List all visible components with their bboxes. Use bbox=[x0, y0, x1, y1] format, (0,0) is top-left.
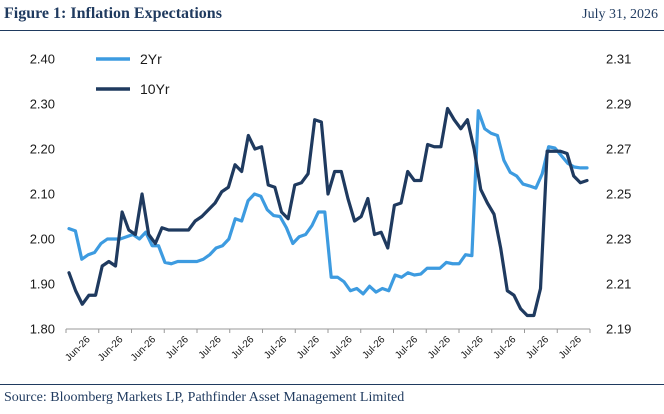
left-tick-label: 2.20 bbox=[30, 142, 55, 157]
right-tick-label: 2.27 bbox=[606, 142, 631, 157]
series-lines bbox=[67, 106, 589, 318]
report-date: July 31, 2026 bbox=[582, 7, 658, 22]
x-tick-label: Jul-26 bbox=[164, 334, 191, 361]
x-tick-label: Jul-26 bbox=[393, 334, 420, 361]
right-tick-label: 2.29 bbox=[606, 97, 631, 112]
header-rule bbox=[0, 30, 664, 31]
x-tick-label: Jul-26 bbox=[197, 334, 224, 361]
left-tick-label: 1.90 bbox=[30, 277, 55, 292]
x-tick-label: Jul-26 bbox=[491, 334, 518, 361]
right-tick-label: 2.23 bbox=[606, 232, 631, 247]
x-tick-label: Jun-26 bbox=[96, 334, 126, 364]
left-tick-label: 1.80 bbox=[30, 322, 55, 337]
x-tick-label: Jul-26 bbox=[524, 334, 551, 361]
inflation-expectations-chart: 1.80 1.90 2.00 2.10 2.20 2.30 2.40 2.19 2.21 2.2… bbox=[30, 51, 632, 364]
x-tick-label: Jul-26 bbox=[557, 334, 584, 361]
x-tick-label: Jun-26 bbox=[129, 334, 159, 364]
left-tick-label: 2.10 bbox=[30, 187, 55, 202]
left-axis-ticks: 1.80 1.90 2.00 2.10 2.20 2.30 2.40 bbox=[30, 52, 55, 337]
right-tick-label: 2.25 bbox=[606, 187, 631, 202]
legend-label-10yr: 10Yr bbox=[140, 81, 170, 97]
figure-title: Figure 1: Inflation Expectations bbox=[4, 5, 222, 22]
x-tick-label: Jul-26 bbox=[262, 334, 289, 361]
x-axis-ticks: Jun-26 Jun-26 Jun-26 Jul-26 Jul-26 Jul-26 Jul-… bbox=[63, 329, 591, 364]
right-tick-label: 2.21 bbox=[606, 277, 631, 292]
right-tick-label: 2.31 bbox=[606, 52, 631, 67]
x-tick-label: Jul-26 bbox=[328, 334, 355, 361]
right-tick-label: 2.19 bbox=[606, 322, 631, 337]
series-line-10yr bbox=[67, 106, 589, 318]
left-tick-label: 2.00 bbox=[30, 232, 55, 247]
right-axis-ticks: 2.19 2.21 2.23 2.25 2.27 2.29 2.31 bbox=[606, 52, 631, 337]
legend-label-2yr: 2Yr bbox=[140, 51, 162, 67]
footer-rule bbox=[0, 384, 664, 385]
x-tick-label: Jul-26 bbox=[229, 334, 256, 361]
series-line-2yr bbox=[67, 109, 589, 296]
x-tick-label: Jul-26 bbox=[295, 334, 322, 361]
left-tick-label: 2.40 bbox=[30, 52, 55, 67]
left-tick-label: 2.30 bbox=[30, 97, 55, 112]
legend: 2Yr 10Yr bbox=[96, 51, 170, 97]
x-tick-label: Jul-26 bbox=[360, 334, 387, 361]
source-note: Source: Bloomberg Markets LP, Pathfinder… bbox=[4, 390, 405, 405]
x-tick-label: Jul-26 bbox=[459, 334, 486, 361]
x-tick-label: Jul-26 bbox=[426, 334, 453, 361]
x-tick-label: Jun-26 bbox=[63, 334, 93, 364]
